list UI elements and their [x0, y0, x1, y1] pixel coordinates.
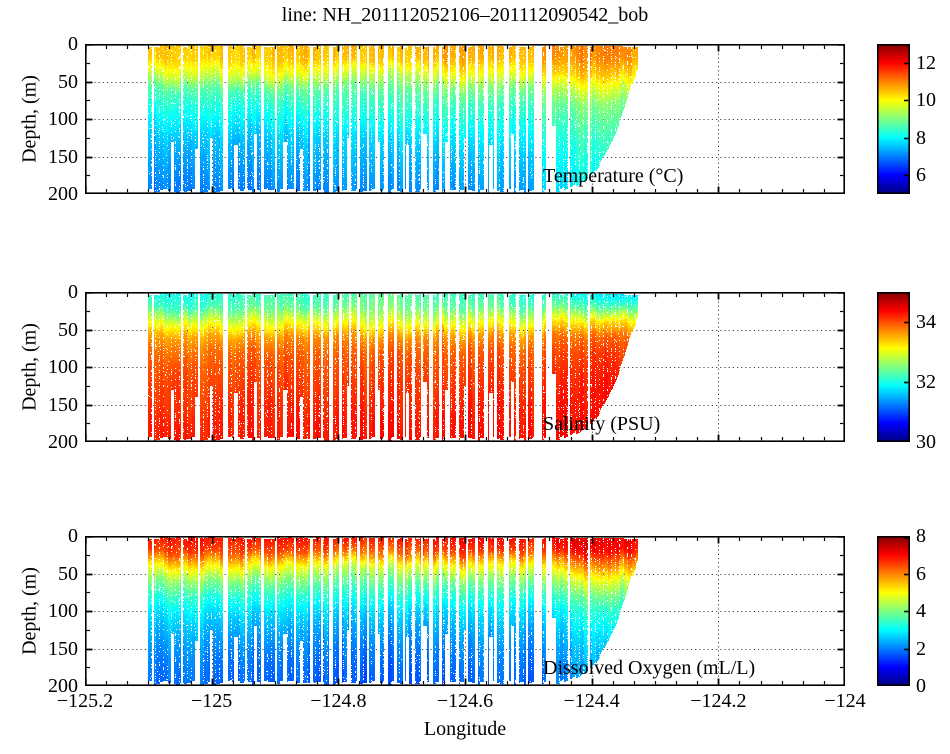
y-tick-label: 100 — [48, 356, 78, 378]
dissolved-oxygen-section-plot — [85, 536, 845, 686]
panel-label-temperature: Temperature (°C) — [543, 165, 684, 187]
colorbar-tick-label: 6 — [916, 164, 926, 187]
y-tick-label: 50 — [58, 70, 78, 93]
y-tick-label: 200 — [48, 183, 78, 205]
y-tick-label: 50 — [58, 562, 78, 585]
colorbar-tick-label: 12 — [916, 51, 936, 74]
y-tick-label: 150 — [48, 393, 78, 416]
panel-label-salinity: Salinity (PSU) — [543, 413, 661, 435]
x-tick-label: −124.6 — [436, 690, 494, 712]
x-tick-label: −124.8 — [310, 690, 367, 712]
x-axis-label: Longitude — [423, 718, 507, 740]
y-tick-label: 0 — [68, 33, 78, 55]
colorbar-tick-label: 0 — [916, 675, 926, 697]
colorbar-tick-label: 8 — [916, 126, 926, 149]
y-tick-label: 100 — [48, 108, 78, 130]
temperature-section-plot — [85, 44, 845, 194]
salinity-section-plot — [85, 292, 845, 442]
y-tick-label: 50 — [58, 318, 78, 341]
colorbar-tick-label: 10 — [916, 89, 936, 112]
dissolved-oxygen-colorbar — [877, 536, 910, 686]
y-tick-label: 200 — [48, 431, 78, 453]
colorbar-tick-label: 34 — [916, 311, 936, 333]
y-tick-label: 150 — [48, 637, 78, 660]
colorbar-tick-label: 4 — [916, 600, 926, 622]
colorbar-tick-label: 6 — [916, 562, 926, 585]
x-tick-label: −124 — [824, 690, 866, 712]
panel-dissolved-oxygen: Depth, (m) Dissolved Oxygen (mL/L) 0 50 10… — [0, 525, 950, 697]
panel-label-dissolved-oxygen: Dissolved Oxygen (mL/L) — [543, 657, 756, 679]
y-tick-label: 100 — [48, 600, 78, 622]
x-tick-label: −124.4 — [563, 690, 620, 712]
colorbar-tick-label: 8 — [916, 525, 926, 547]
y-tick-label: 0 — [68, 281, 78, 303]
y-tick-label: 0 — [68, 525, 78, 547]
salinity-colorbar — [877, 292, 910, 442]
y-tick-label: 150 — [48, 145, 78, 168]
panel-temperature: Depth, (m) Temperature (°C) 0 50 100 150 200… — [0, 33, 950, 205]
figure-title: line: NH_201112052106–201112090542_bob — [281, 4, 649, 26]
x-tick-label: −124.2 — [690, 690, 747, 712]
colorbar-tick-label: 30 — [916, 431, 936, 453]
colorbar-tick-label: 2 — [916, 637, 926, 660]
colorbar-tick-label: 32 — [916, 371, 936, 393]
temperature-colorbar — [877, 44, 910, 194]
x-tick-label: −125.2 — [56, 690, 114, 712]
y-tick-label: 200 — [48, 675, 78, 697]
x-tick-label: −125 — [191, 690, 233, 712]
panel-salinity: Depth, (m) Salinity (PSU) 0 50 100 150 200 30… — [0, 281, 950, 453]
